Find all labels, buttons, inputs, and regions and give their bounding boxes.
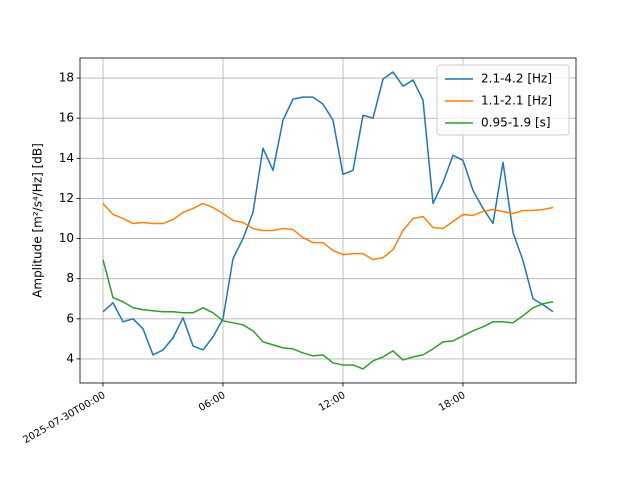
- legend-frame: [436, 64, 570, 136]
- y-tick-label: 12: [59, 191, 74, 205]
- data-line: [102, 259, 554, 370]
- data-line: [102, 202, 554, 261]
- y-tick-label: 4: [66, 351, 74, 365]
- data-line: [102, 71, 554, 356]
- y-axis-label: Amplitude [m²/s⁴/Hz] [dB]: [31, 143, 45, 298]
- y-tick-label: 16: [59, 111, 74, 125]
- legend: 2.1-4.2 [Hz] 1.1-2.1 [Hz] 0.95-1.9 [s]: [436, 64, 570, 136]
- legend-label: 0.95-1.9 [s]: [481, 116, 551, 130]
- y-tick-label: 18: [59, 71, 74, 85]
- y-tick-label: 6: [66, 311, 74, 325]
- y-tick-label: 14: [59, 151, 74, 165]
- y-tick-label: 8: [66, 271, 74, 285]
- plot-frame: [79, 57, 577, 384]
- legend-label: 1.1-2.1 [Hz]: [481, 94, 552, 108]
- y-tick-label: 10: [59, 231, 74, 245]
- legend-label: 2.1-4.2 [Hz]: [481, 72, 552, 86]
